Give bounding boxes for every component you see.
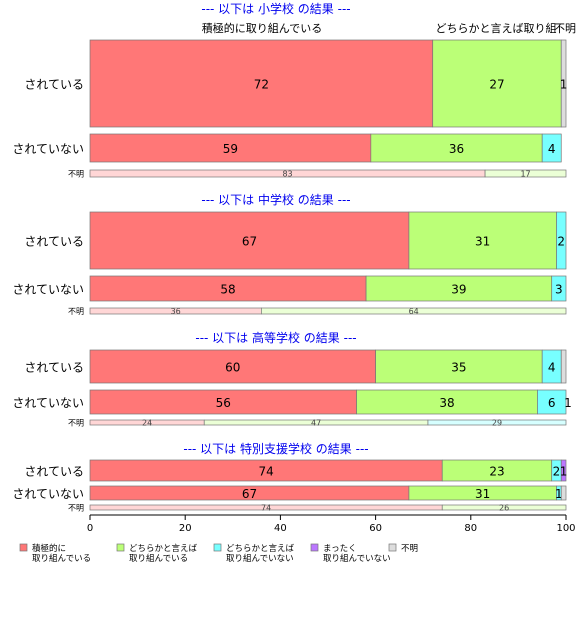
legend-label: どちらかと言えば	[226, 543, 295, 554]
data-label: 67	[242, 235, 257, 249]
legend-label: 取り組んでいない	[226, 553, 294, 564]
bar-segment	[432, 39, 562, 128]
data-label: 74	[261, 504, 271, 513]
data-label: 23	[489, 465, 504, 479]
legend-swatch	[213, 543, 222, 552]
data-label: 1	[560, 465, 568, 479]
category-label: されている	[24, 235, 84, 249]
bar-segment	[89, 39, 434, 128]
data-label: 64	[409, 307, 419, 316]
data-label: 36	[171, 307, 181, 316]
legend-label: 取り組んでいない	[323, 553, 391, 564]
data-label: 17	[520, 170, 530, 179]
category-label: されていない	[12, 142, 84, 156]
data-label: 31	[475, 235, 490, 249]
data-label: 26	[499, 504, 509, 513]
bar-segment	[484, 169, 567, 178]
x-tick-label: 20	[179, 523, 192, 534]
section-title: --- 以下は 高等学校 の結果 ---	[195, 330, 356, 345]
data-label: 56	[216, 396, 231, 410]
bar-segment	[560, 39, 567, 128]
data-label: 29	[492, 419, 502, 428]
column-header: 積極的に取り組んでいる	[202, 21, 322, 35]
legend-label: 取り組んでいる	[32, 553, 91, 564]
legend-swatch	[388, 543, 397, 552]
column-header: 不明	[554, 22, 576, 35]
bar-segment	[556, 211, 567, 270]
category-label: されていない	[12, 487, 84, 501]
data-label: 60	[225, 361, 240, 375]
data-label: 83	[282, 170, 292, 179]
bar-segment	[537, 389, 567, 415]
bar-segment	[408, 211, 557, 270]
legend-label: どちらかと言えば	[129, 543, 198, 554]
data-label: 1	[564, 396, 572, 410]
bar-segment	[261, 307, 567, 315]
x-tick-label: 80	[464, 523, 477, 534]
category-label: 不明	[68, 419, 84, 428]
data-label: 2	[557, 235, 565, 249]
data-label: 67	[242, 487, 257, 501]
section-title: --- 以下は 中学校 の結果 ---	[201, 192, 350, 207]
legend-label: 取り組んでいる	[129, 553, 188, 564]
data-label: 39	[451, 283, 466, 297]
data-label: 36	[449, 142, 464, 156]
data-label: 1	[555, 487, 563, 501]
bar-segment	[89, 275, 367, 302]
data-label: 27	[489, 78, 504, 92]
data-label: 1	[560, 78, 568, 92]
bar-segment	[541, 133, 562, 163]
legend-label: 不明	[401, 544, 418, 554]
category-label: されていない	[12, 283, 84, 297]
x-tick-label: 0	[87, 523, 93, 534]
data-label: 3	[555, 283, 563, 297]
category-label: されている	[24, 465, 84, 479]
data-label: 72	[254, 78, 269, 92]
data-label: 31	[475, 487, 490, 501]
x-tick-label: 100	[556, 523, 575, 534]
bar-segment	[89, 389, 357, 415]
category-label: されていない	[12, 396, 84, 410]
section-title: --- 以下は 小学校 の結果 ---	[201, 1, 350, 16]
bar-segment	[365, 275, 553, 302]
data-label: 58	[220, 283, 235, 297]
bar-segment	[560, 459, 567, 482]
legend-label: 積極的に	[32, 543, 66, 554]
data-label: 2	[553, 465, 561, 479]
legend-swatch	[310, 543, 319, 552]
data-label: 6	[548, 396, 556, 410]
data-label: 74	[258, 465, 273, 479]
category-label: されている	[24, 361, 84, 375]
bar-segment	[427, 419, 567, 426]
section-title: --- 以下は 特別支援学校 の結果 ---	[183, 441, 368, 456]
bar-segment	[560, 485, 567, 501]
data-label: 38	[439, 396, 454, 410]
category-label: されている	[24, 78, 84, 92]
bar-segment	[441, 504, 567, 511]
bar-segment	[551, 275, 567, 302]
legend-label: まったく	[323, 544, 357, 554]
category-label: 不明	[68, 170, 84, 179]
legend-swatch	[116, 543, 125, 552]
category-label: 不明	[68, 504, 84, 513]
column-header: どちらかと言えば取り組	[436, 22, 557, 35]
x-tick-label: 40	[274, 523, 287, 534]
data-label: 4	[548, 361, 556, 375]
category-label: 不明	[68, 307, 84, 316]
data-label: 24	[142, 419, 152, 428]
bar-segment	[89, 349, 376, 384]
legend-swatch	[19, 543, 28, 552]
data-label: 59	[223, 142, 238, 156]
bar-segment	[560, 349, 567, 384]
data-label: 47	[311, 419, 321, 428]
data-label: 35	[451, 361, 466, 375]
x-tick-label: 60	[369, 523, 382, 534]
data-label: 4	[548, 142, 556, 156]
bar-segment	[375, 349, 543, 384]
